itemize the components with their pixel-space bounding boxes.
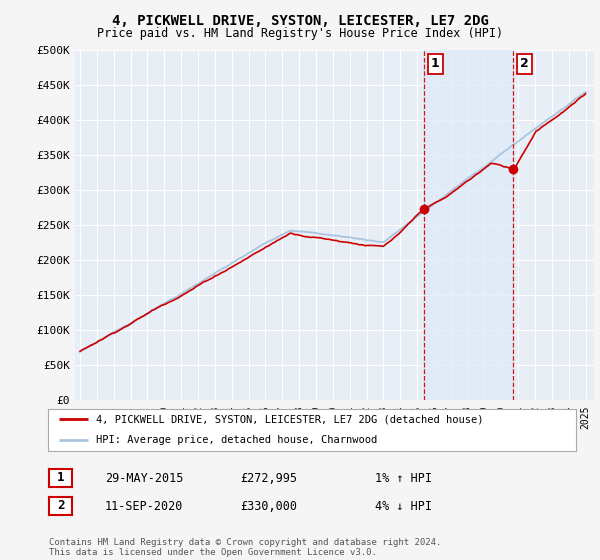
Text: 4, PICKWELL DRIVE, SYSTON, LEICESTER, LE7 2DG (detached house): 4, PICKWELL DRIVE, SYSTON, LEICESTER, LE… [95, 414, 483, 424]
Text: 1: 1 [431, 58, 439, 71]
Text: 1% ↑ HPI: 1% ↑ HPI [375, 472, 432, 485]
Text: 2: 2 [57, 500, 64, 512]
Text: HPI: Average price, detached house, Charnwood: HPI: Average price, detached house, Char… [95, 435, 377, 445]
Text: 4, PICKWELL DRIVE, SYSTON, LEICESTER, LE7 2DG: 4, PICKWELL DRIVE, SYSTON, LEICESTER, LE… [112, 14, 488, 28]
Text: £330,000: £330,000 [240, 500, 297, 513]
Text: Price paid vs. HM Land Registry's House Price Index (HPI): Price paid vs. HM Land Registry's House … [97, 27, 503, 40]
Text: 2: 2 [520, 58, 529, 71]
Text: 11-SEP-2020: 11-SEP-2020 [105, 500, 184, 513]
Text: £272,995: £272,995 [240, 472, 297, 485]
Text: Contains HM Land Registry data © Crown copyright and database right 2024.
This d: Contains HM Land Registry data © Crown c… [49, 538, 442, 557]
Bar [424, 50, 513, 400]
Text: 1: 1 [57, 472, 64, 484]
Text: 4% ↓ HPI: 4% ↓ HPI [375, 500, 432, 513]
Text: 29-MAY-2015: 29-MAY-2015 [105, 472, 184, 485]
